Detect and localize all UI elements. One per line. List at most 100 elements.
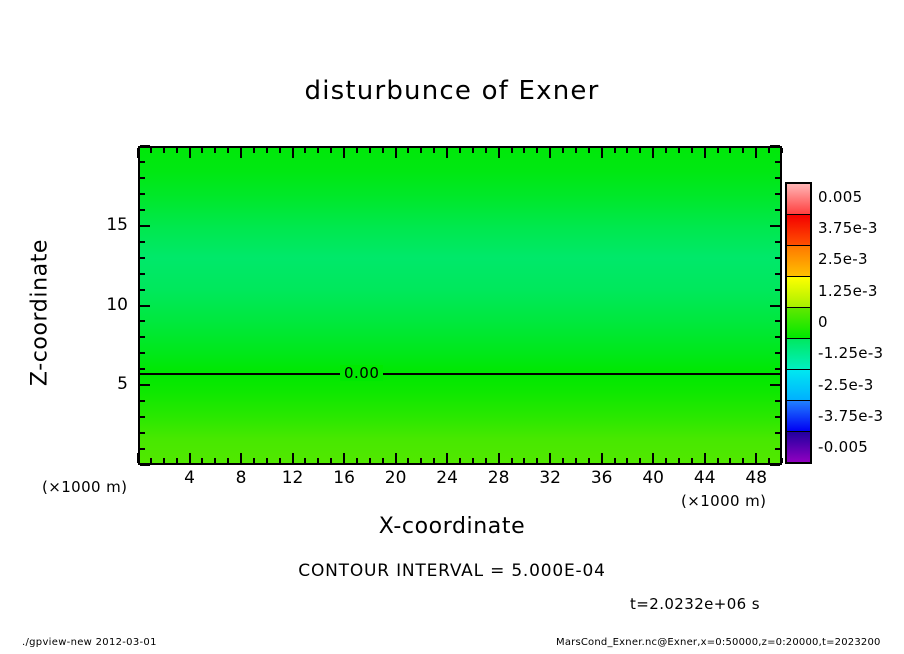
x-axis-tick <box>510 458 513 463</box>
x-axis-tick <box>381 458 384 463</box>
x-axis-tick <box>201 148 204 153</box>
x-axis-tick <box>626 458 629 463</box>
x-axis-tick <box>214 458 217 463</box>
colorbar[interactable] <box>785 182 812 464</box>
x-axis-tick <box>227 458 230 463</box>
y-tick-label: 10 <box>106 294 128 315</box>
y-axis-units-label: (×1000 m) <box>42 478 128 496</box>
y-axis-tick <box>775 256 780 259</box>
x-axis-tick <box>742 458 745 463</box>
x-axis-tick <box>600 453 603 463</box>
x-axis-tick <box>162 458 165 463</box>
x-tick-label: 32 <box>539 468 561 488</box>
x-axis-tick <box>562 148 565 153</box>
y-axis-tick <box>140 464 150 466</box>
y-axis-tick <box>140 224 150 227</box>
y-axis-tick <box>775 448 780 451</box>
colorbar-band <box>787 308 810 339</box>
x-axis-tick <box>510 148 513 153</box>
x-axis-tick <box>137 453 139 463</box>
x-axis-tick <box>652 453 655 463</box>
x-axis-tick <box>781 458 783 463</box>
y-axis-tick <box>140 432 145 435</box>
plot-area[interactable]: 0.00 <box>138 146 782 465</box>
y-axis-tick <box>140 145 150 147</box>
y-axis-tick <box>775 192 780 195</box>
x-axis-tick <box>291 148 294 158</box>
x-tick-label: 28 <box>487 468 510 488</box>
x-axis-tick <box>278 458 281 463</box>
y-tick-label: 5 <box>117 374 128 395</box>
colorbar-band <box>787 246 810 277</box>
timestamp-text: t=2.0232e+06 s <box>630 595 761 613</box>
y-axis-tick <box>775 368 780 371</box>
x-axis-tick <box>471 148 474 153</box>
x-axis-tick <box>201 458 204 463</box>
x-axis-tick <box>716 458 719 463</box>
x-axis-tick <box>368 458 371 463</box>
x-tick-label: 4 <box>184 468 195 488</box>
y-axis-tick <box>775 336 780 339</box>
y-axis-tick <box>775 288 780 291</box>
x-tick-label: 24 <box>436 468 458 488</box>
x-axis-tick <box>677 148 680 153</box>
x-axis-tick <box>497 453 500 463</box>
x-axis-tick <box>562 458 565 463</box>
colorbar-band <box>787 432 810 462</box>
footer-command-text: ./gpview-new 2012-03-01 <box>22 637 157 648</box>
x-axis-tick <box>317 148 320 153</box>
x-axis-tick <box>252 458 255 463</box>
x-axis-tick <box>665 148 668 153</box>
x-axis-tick <box>291 453 294 463</box>
x-axis-tick <box>626 148 629 153</box>
x-axis-tick <box>549 148 552 158</box>
x-axis-tick <box>781 148 783 153</box>
x-axis-tick <box>639 148 642 153</box>
x-axis-tick <box>716 148 719 153</box>
contour-field <box>140 148 780 463</box>
y-axis-tick <box>140 160 145 163</box>
colorbar-band <box>787 215 810 246</box>
x-tick-label: 44 <box>693 468 716 488</box>
y-axis-tick <box>140 400 145 403</box>
colorbar-tick-label: -3.75e-3 <box>818 407 884 425</box>
x-axis-tick <box>587 458 590 463</box>
y-axis-tick <box>770 384 780 387</box>
y-axis-tick <box>770 464 780 466</box>
x-axis-units-label: (×1000 m) <box>681 492 767 510</box>
x-axis-tick <box>484 148 487 153</box>
y-axis-tick <box>775 400 780 403</box>
y-axis-tick <box>140 320 145 323</box>
page-title: disturbunce of Exner <box>304 76 600 106</box>
colorbar-band <box>787 184 810 215</box>
y-axis-tick <box>140 416 145 419</box>
x-axis-tick <box>343 148 346 158</box>
y-axis-tick <box>140 368 145 371</box>
x-axis-tick <box>536 148 539 153</box>
x-axis-tick <box>587 148 590 153</box>
x-axis-tick <box>355 148 358 153</box>
x-axis-tick <box>252 148 255 153</box>
x-axis-tick <box>343 453 346 463</box>
x-axis-tick <box>214 148 217 153</box>
x-axis-tick <box>497 148 500 158</box>
x-axis-tick <box>536 458 539 463</box>
x-tick-label: 48 <box>745 468 768 488</box>
x-axis-tick <box>240 148 243 158</box>
y-axis-tick <box>140 336 145 339</box>
x-axis-tick <box>188 453 191 463</box>
x-axis-tick <box>639 458 642 463</box>
x-tick-label: 12 <box>281 468 304 488</box>
x-axis-tick <box>394 148 397 158</box>
x-axis-tick <box>433 148 436 153</box>
y-axis-tick <box>770 224 780 227</box>
x-axis-tick <box>600 148 603 158</box>
x-axis-tick <box>652 148 655 158</box>
x-axis-tick <box>729 148 732 153</box>
colorbar-band <box>787 339 810 370</box>
y-axis-tick <box>775 272 780 275</box>
x-axis-tick <box>149 148 152 153</box>
x-axis-tick <box>137 148 139 158</box>
x-axis-tick <box>265 148 268 153</box>
x-axis-tick <box>420 148 423 153</box>
